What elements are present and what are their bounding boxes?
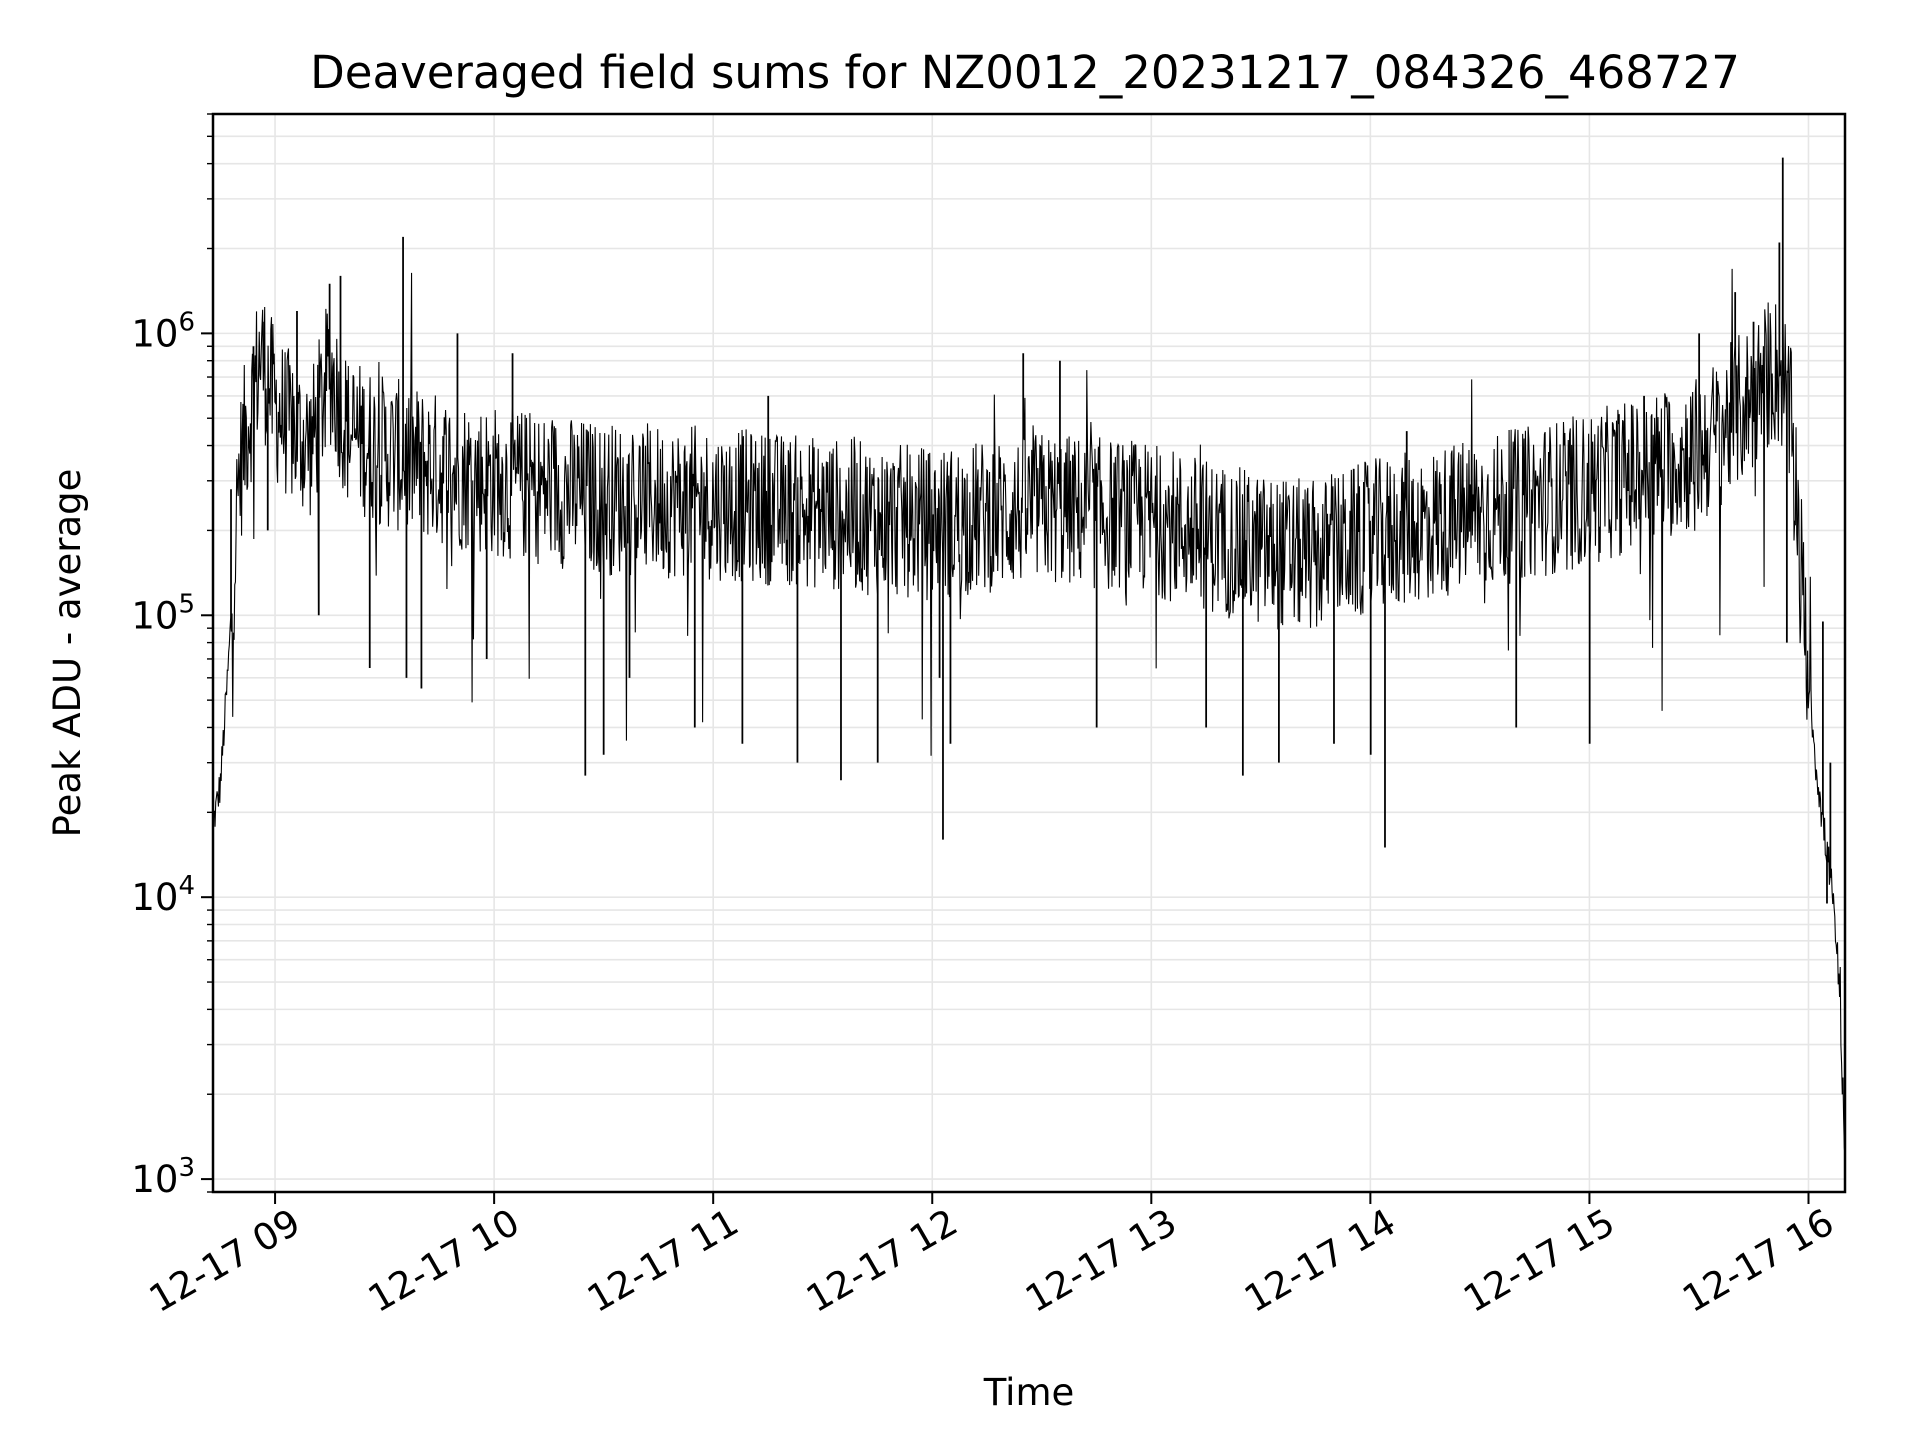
y-axis-label: Peak ADU - average xyxy=(46,469,89,838)
axes-frame xyxy=(211,112,1847,1194)
y-tick-label: 103 xyxy=(131,1153,195,1201)
y-tick-label: 104 xyxy=(131,871,195,919)
series-line xyxy=(213,157,1845,1157)
chart-title: Deaveraged field sums for NZ0012_2023121… xyxy=(310,46,1740,99)
y-tick-label: 105 xyxy=(131,589,195,637)
y-axis: 103 104 105 106 xyxy=(131,113,213,1201)
x-axis-label: Time xyxy=(983,1371,1075,1414)
plot-area xyxy=(213,157,1845,1157)
y-tick-label: 106 xyxy=(131,307,195,355)
